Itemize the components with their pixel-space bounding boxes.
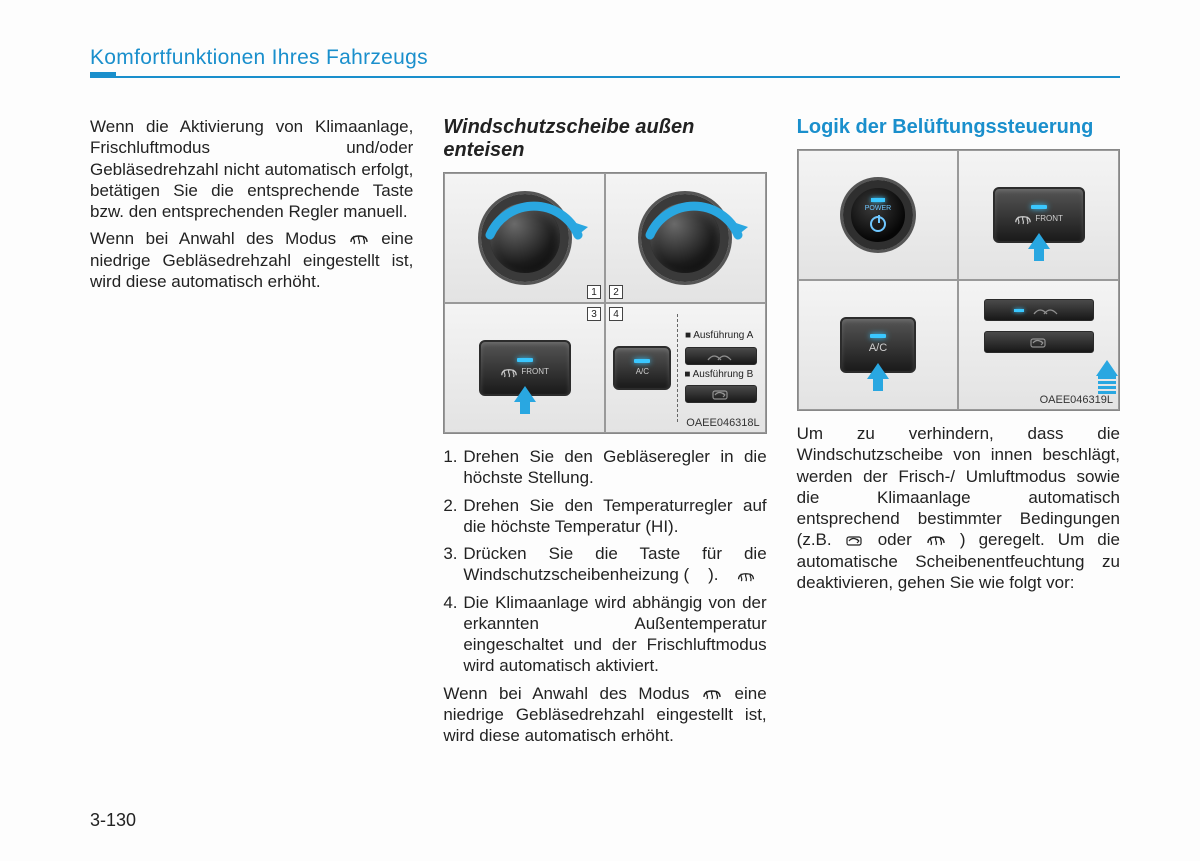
power-button-graphic: POWER bbox=[843, 180, 913, 250]
section-header: Komfortfunktionen Ihres Fahrzeugs bbox=[90, 46, 1120, 78]
front-defrost-button-graphic: FRONT bbox=[993, 187, 1085, 243]
mode-button-a-graphic bbox=[984, 299, 1094, 321]
fig2-cell-4 bbox=[958, 280, 1119, 410]
variant-a-label: ■ Ausführung A bbox=[685, 330, 753, 343]
fig-cell-3: FRONT 3 bbox=[444, 303, 605, 433]
ac-button-graphic: A/C bbox=[613, 346, 671, 390]
quadrant-label-3: 3 bbox=[587, 307, 601, 321]
step-4: Die Klimaanlage wird abhängig von der er… bbox=[443, 592, 766, 677]
figure-code: OAEE046318L bbox=[686, 417, 759, 431]
led-indicator-icon bbox=[1031, 205, 1047, 209]
defrost-icon bbox=[348, 232, 370, 246]
quadrant-label-4: 4 bbox=[609, 307, 623, 321]
airflow-icon bbox=[1030, 304, 1064, 316]
temp-dial-graphic bbox=[641, 194, 729, 282]
col2-heading: Windschutzscheibe außen enteisen bbox=[443, 116, 766, 162]
quadrant-label-2: 2 bbox=[609, 285, 623, 299]
fig2-cell-2: FRONT bbox=[958, 150, 1119, 280]
column-3: Logik der Belüftungssteuerung POWER bbox=[797, 116, 1120, 752]
step-1: Drehen Sie den Gebläseregler in die höch… bbox=[443, 446, 766, 489]
column-2: Windschutzscheibe außen enteisen 1 bbox=[443, 116, 766, 752]
variant-a-button-graphic bbox=[685, 347, 757, 365]
dial-arrow-icon bbox=[476, 183, 592, 253]
led-indicator-icon bbox=[870, 334, 886, 338]
step-2: Drehen Sie den Temperaturregler auf die … bbox=[443, 495, 766, 538]
mode-button-b-graphic bbox=[984, 331, 1094, 353]
recirc-icon bbox=[711, 387, 731, 401]
led-indicator-icon bbox=[634, 359, 650, 363]
figure-code: OAEE046319L bbox=[1040, 394, 1113, 408]
section-title: Komfortfunktionen Ihres Fahrzeugs bbox=[90, 46, 428, 69]
press-arrow-multi-icon bbox=[1096, 360, 1118, 394]
variant-b-button-graphic bbox=[685, 385, 757, 403]
press-arrow-icon bbox=[514, 386, 536, 414]
quadrant-label-1: 1 bbox=[587, 285, 601, 299]
dial-arrow-icon bbox=[636, 183, 752, 253]
figure-ventilation-logic: POWER FRONT bbox=[797, 149, 1120, 411]
power-icon bbox=[870, 216, 886, 232]
led-indicator-icon bbox=[1014, 309, 1024, 312]
col1-para1: Wenn die Aktivierung von Klimaanlage, Fr… bbox=[90, 116, 413, 222]
airflow-icon bbox=[706, 350, 736, 362]
fig-cell-2: 2 bbox=[605, 173, 766, 303]
col1-para2: Wenn bei Anwahl des Modus eine niedrige … bbox=[90, 228, 413, 292]
fig-cell-1: 1 bbox=[444, 173, 605, 303]
ac-button-graphic: A/C bbox=[840, 317, 916, 373]
page-number: 3-130 bbox=[90, 810, 136, 831]
fig2-cell-3: A/C bbox=[798, 280, 959, 410]
defrost-icon bbox=[736, 570, 756, 583]
defrost-icon bbox=[500, 366, 518, 379]
step-3: Drücken Sie die Taste für die Windschutz… bbox=[443, 543, 766, 586]
press-arrow-icon bbox=[867, 363, 889, 391]
defrost-icon bbox=[925, 533, 947, 547]
defrost-icon bbox=[1014, 213, 1032, 226]
figure-defrost-steps: 1 2 FRONT bbox=[443, 172, 766, 434]
press-arrow-icon bbox=[1028, 233, 1050, 261]
defrost-icon bbox=[701, 687, 723, 701]
content-columns: Wenn die Aktivierung von Klimaanlage, Fr… bbox=[90, 116, 1120, 752]
col3-para1: Um zu verhindern, dass die Windschutzsch… bbox=[797, 423, 1120, 593]
variant-b-label: ■ Ausführung B bbox=[684, 369, 753, 382]
fig-cell-4: A/C ■ Ausführung A ■ Ausführung B 4 bbox=[605, 303, 766, 433]
col3-heading: Logik der Belüftungssteuerung bbox=[797, 116, 1120, 139]
recirc-icon bbox=[845, 533, 865, 547]
col2-steps: Drehen Sie den Gebläseregler in die höch… bbox=[443, 446, 766, 677]
front-defrost-button-graphic: FRONT bbox=[479, 340, 571, 396]
column-1: Wenn die Aktivierung von Klimaanlage, Fr… bbox=[90, 116, 413, 752]
recirc-icon bbox=[1028, 335, 1050, 349]
led-indicator-icon bbox=[871, 198, 885, 202]
fig2-cell-1: POWER bbox=[798, 150, 959, 280]
led-indicator-icon bbox=[517, 358, 533, 362]
col2-tail: Wenn bei Anwahl des Modus eine niedrige … bbox=[443, 683, 766, 747]
fan-dial-graphic bbox=[481, 194, 569, 282]
